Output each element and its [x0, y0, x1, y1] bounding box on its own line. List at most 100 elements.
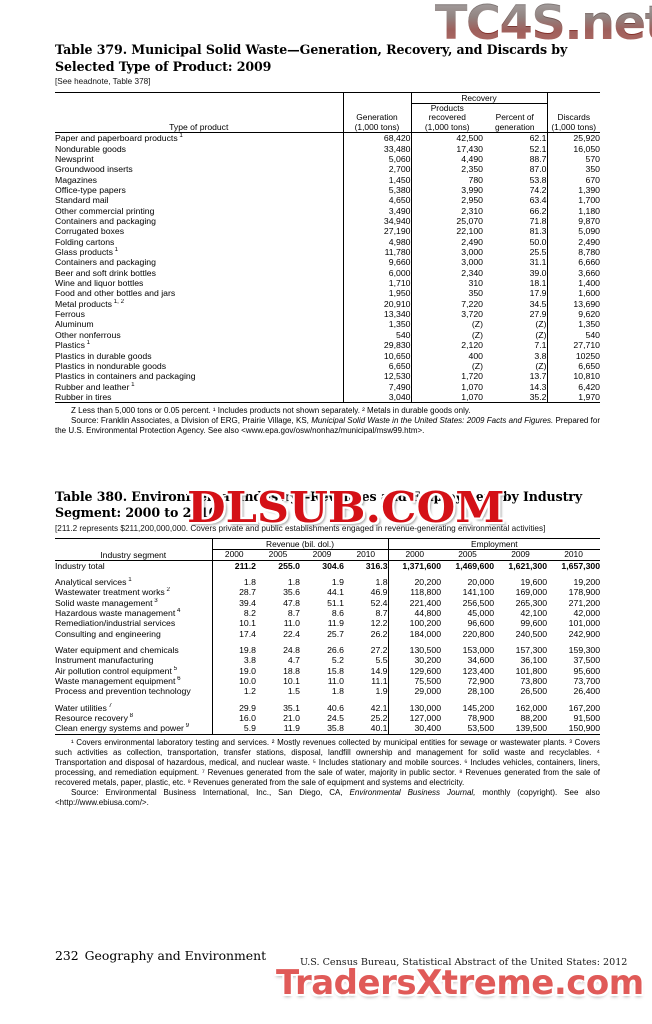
table-cell-value: (Z): [410, 329, 483, 341]
table-cell-value: 17,430: [410, 143, 483, 154]
table-cell-value: 4,980: [342, 236, 411, 248]
table-cell-value: 71.8: [529, 216, 547, 227]
row-label-text: Wastewater treatment works 2: [55, 587, 172, 598]
table-cell-value: 25.7: [327, 628, 344, 639]
row-label-text: Consulting and engineering: [55, 628, 163, 639]
table-cell-value: 3.8: [534, 350, 547, 361]
table-cell-value: 88,200: [520, 713, 548, 724]
row-label-text: Instrument manufacturing: [55, 655, 156, 666]
table-cell-value: 1,469,600: [455, 560, 495, 571]
row-label-text: Ferrous: [55, 309, 87, 320]
table-cell-value: 1.9: [375, 686, 388, 697]
row-label-text: Hazardous waste management 4: [55, 607, 183, 618]
table-row: Folding cartons 4,980 2,490 50.0 2,490: [55, 236, 600, 248]
table-cell-value: 12.2: [370, 618, 388, 629]
table-row: Industry total 211.2 255.0 304.6 316.3 1,371,…: [55, 560, 600, 571]
col-employment-2009: 2009: [511, 549, 530, 559]
table-row: Rubber and leather 1 7,490 1,070 14.3 6,420: [55, 381, 600, 392]
table-cell-value: 540: [342, 329, 411, 341]
table-row-spacer: [55, 570, 600, 577]
table-cell-value: 139,500: [515, 723, 548, 734]
row-label: Ferrous: [55, 309, 343, 320]
table-row: Ferrous 13,340 3,720 27.9 9,620: [55, 309, 600, 320]
table-cell-value: 4,650: [342, 195, 411, 206]
table-row: Magazines 1,450 780 53.8 670: [55, 174, 600, 185]
table-cell-value: 2,490: [410, 236, 483, 248]
row-label: Metal products 1, 2: [55, 298, 343, 309]
table-cell-value: 25,070: [410, 216, 483, 227]
table-380-header-row-1: Industry segment Revenue (bil. dol.) Emp…: [55, 538, 601, 560]
folio-number: 232: [55, 948, 79, 963]
table-row: Rubber in tires 3,040 1,070 35.2 1,970: [55, 391, 600, 403]
table-cell-value: 18.1: [529, 278, 547, 289]
table-cell-value: 11.9: [283, 723, 300, 734]
table-cell-value: 1.5: [287, 686, 300, 697]
table-cell-value: 74.2: [529, 185, 547, 195]
table-cell-value: 88.7: [529, 153, 547, 164]
footnote-marker: 1: [84, 340, 91, 347]
table-row: Other nonferrous 540 (Z) (Z) 540: [55, 329, 600, 341]
table-cell-value: 1,710: [342, 278, 411, 289]
row-label-text: Plastics in durable goods: [55, 350, 154, 361]
table-cell-value: 9,620: [546, 309, 600, 320]
table-row: Nondurable goods 33,480 17,430 52.1 16,050: [55, 143, 600, 154]
row-label: Other commercial printing: [55, 205, 343, 216]
table-row: Paper and paperboard products 1 68,420 42,…: [55, 132, 600, 144]
col-revenue-2000: 2000: [211, 549, 256, 561]
table-cell-value: (Z): [535, 329, 547, 340]
row-label: Corrugated boxes: [55, 226, 343, 237]
table-cell-value: 3,490: [342, 205, 411, 217]
table-cell-value: 42,100: [520, 607, 548, 618]
table-cell-value: 25.2: [370, 713, 388, 724]
table-cell-value: 6,420: [546, 381, 600, 392]
table-cell-value: 10.1: [211, 618, 256, 629]
row-label-text: Folding cartons: [55, 236, 117, 247]
table-cell-value: 1,657,300: [561, 560, 601, 571]
table-cell-value: 29.9: [211, 702, 256, 714]
table-cell-value: 220,800: [462, 628, 495, 639]
col-generation-l1: Generation: [356, 112, 398, 123]
table-cell-value: 66.2: [529, 205, 547, 216]
row-label-text: Rubber and leather 1: [55, 381, 137, 392]
footnote-marker: 6: [175, 676, 181, 683]
row-label-text: Other commercial printing: [55, 205, 157, 216]
table-cell-value: 242,900: [568, 628, 601, 639]
col-revenue-2009: 2009: [312, 549, 332, 559]
col-revenue-2010: 2010: [356, 549, 376, 559]
row-label-text: Beer and soft drink bottles: [55, 267, 158, 278]
table-cell-value: 26,500: [520, 686, 548, 697]
table-cell-value: 10.1: [283, 676, 300, 687]
col-industry-segment: Industry segment: [100, 549, 167, 560]
table-cell-value: 129,600: [387, 665, 442, 677]
table-cell-value: 153,000: [462, 645, 495, 655]
table-cell-value: 52.1: [529, 143, 547, 154]
table-cell-value: 1.8: [287, 576, 300, 587]
table-row: Remediation/industrial services 10.1 11.0 1…: [55, 618, 601, 629]
table-cell-value: 6,660: [546, 257, 600, 268]
table-row: Plastics in durable goods 10,650 400 3.8 102…: [55, 350, 600, 361]
table-cell-value: 1.2: [211, 686, 256, 697]
row-label-text: Water utilities 7: [55, 702, 114, 713]
table-cell-value: 11.0: [283, 618, 300, 629]
table-cell-value: 130,500: [387, 645, 442, 656]
table-cell-value: 27.2: [370, 645, 388, 655]
table-cell-value: 8.7: [375, 607, 388, 618]
table-cell-value: 53,500: [467, 723, 495, 734]
table-cell-value: 8,780: [546, 247, 600, 258]
table-cell-value: 123,400: [462, 665, 495, 676]
row-label: Water equipment and chemicals: [55, 645, 212, 655]
table-cell-value: 6,650: [342, 360, 411, 372]
col-employment-2000: 2000: [387, 549, 442, 561]
table-cell-value: 101,000: [568, 618, 601, 629]
row-label-text: Water equipment and chemicals: [55, 645, 181, 655]
row-label: Wastewater treatment works 2: [55, 587, 212, 598]
table-cell-value: 5.2: [331, 655, 344, 666]
row-label: Water utilities 7: [55, 702, 212, 713]
table-380-source-tail: monthly (copyright). See also <http://ww…: [55, 788, 601, 808]
table-cell-value: 44.1: [327, 587, 344, 598]
page-folio: 232 Geography and Environment: [55, 948, 266, 963]
table-cell-value: 17.9: [529, 288, 547, 299]
row-label: Groundwood inserts: [55, 164, 343, 175]
table-cell-value: 100,200: [387, 618, 442, 629]
table-cell-value: 20,000: [467, 576, 495, 587]
